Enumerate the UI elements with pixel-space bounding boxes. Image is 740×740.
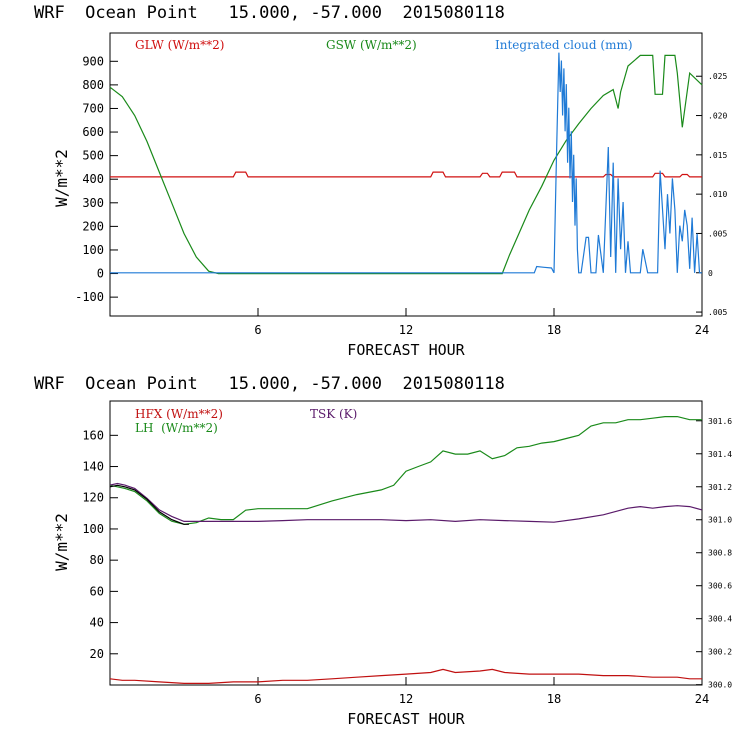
y-tick-label: 900 bbox=[82, 54, 104, 68]
bottom-x-axis-label: FORECAST HOUR bbox=[347, 710, 465, 728]
top-series-glw-w-m-2 bbox=[110, 171, 702, 178]
right-tick-label: 301.0 bbox=[708, 516, 732, 525]
y-tick-label: 400 bbox=[82, 172, 104, 186]
right-tick-label: 301.6 bbox=[708, 417, 732, 426]
right-tick-label: .010 bbox=[708, 190, 727, 199]
top-series-gsw-w-m-2 bbox=[109, 54, 703, 275]
top-legend-glw: GLW (W/m**2) bbox=[135, 38, 224, 52]
y-tick-label: 120 bbox=[82, 491, 104, 505]
bottom-plot-frame bbox=[109, 400, 703, 686]
y-tick-label: 200 bbox=[82, 219, 104, 233]
x-tick-label: 18 bbox=[547, 323, 561, 337]
bottom-series-hfx-w-m-2 bbox=[109, 668, 702, 685]
bottom-y-axis-label: W/m**2 bbox=[52, 513, 71, 571]
y-tick-label: 0 bbox=[97, 267, 104, 281]
y-tick-label: 100 bbox=[82, 243, 104, 257]
right-tick-label: 300.4 bbox=[708, 615, 732, 624]
bottom-series-group bbox=[109, 416, 703, 685]
y-tick-label: 800 bbox=[82, 78, 104, 92]
y-tick-label: 300 bbox=[82, 196, 104, 210]
x-tick-label: 18 bbox=[547, 692, 561, 706]
top-legend-gsw: GSW (W/m**2) bbox=[326, 38, 417, 52]
x-tick-label: 6 bbox=[254, 692, 261, 706]
y-tick-label: -100 bbox=[75, 290, 104, 304]
right-tick-label: 301.4 bbox=[708, 450, 732, 459]
right-tick-label: .025 bbox=[708, 72, 727, 81]
top-legend-cloud: Integrated cloud (mm) bbox=[495, 38, 633, 52]
x-tick-label: 6 bbox=[254, 323, 261, 337]
x-tick-label: 24 bbox=[695, 323, 709, 337]
y-tick-label: 600 bbox=[82, 125, 104, 139]
top-chart-title: WRF Ocean Point 15.000, -57.000 20150801… bbox=[34, 3, 505, 23]
top-x-axis-label: FORECAST HOUR bbox=[347, 341, 465, 359]
top-y-axis-label: W/m**2 bbox=[52, 149, 71, 207]
bottom-axes: 6 12 18 24 20 40 60 80 100 120 140 160 300.0 300.2 300… bbox=[82, 417, 732, 706]
y-tick-label: 20 bbox=[90, 647, 104, 661]
y-tick-label: 160 bbox=[82, 428, 104, 442]
top-series-group bbox=[109, 52, 703, 275]
x-tick-label: 24 bbox=[695, 692, 709, 706]
y-tick-label: 140 bbox=[82, 460, 104, 474]
y-tick-label: 40 bbox=[90, 616, 104, 630]
y-tick-label: 60 bbox=[90, 584, 104, 598]
right-tick-label: 300.8 bbox=[708, 549, 732, 558]
right-tick-label: 300.6 bbox=[708, 582, 732, 591]
x-tick-label: 12 bbox=[399, 692, 413, 706]
top-series-integrated-cloud-mm bbox=[110, 52, 702, 274]
bottom-series-tsk-black bbox=[109, 484, 189, 525]
right-tick-label: .020 bbox=[708, 112, 727, 121]
bottom-chart-title: WRF Ocean Point 15.000, -57.000 20150801… bbox=[34, 374, 505, 394]
y-tick-label: 80 bbox=[90, 553, 104, 567]
bottom-legend-tsk: TSK (K) bbox=[310, 407, 357, 421]
right-tick-label: 300.2 bbox=[708, 648, 732, 657]
right-tick-label: 0 bbox=[708, 269, 713, 278]
y-tick-label: 700 bbox=[82, 101, 104, 115]
y-tick-label: 100 bbox=[82, 522, 104, 536]
x-tick-label: 12 bbox=[399, 323, 413, 337]
right-tick-label: 300.0 bbox=[708, 681, 732, 690]
right-tick-label: .005 bbox=[708, 229, 727, 238]
right-tick-label: .005 bbox=[708, 308, 727, 317]
right-tick-label: .015 bbox=[708, 151, 727, 160]
bottom-series-tsk-k bbox=[109, 482, 703, 523]
bottom-legend-lh: LH (W/m**2) bbox=[135, 421, 218, 435]
top-axes: 6 12 18 24 -100 0 100 200 300 400 500 600 700 800 900.… bbox=[75, 54, 727, 337]
right-tick-label: 301.2 bbox=[708, 483, 732, 492]
bottom-legend-hfx: HFX (W/m**2) bbox=[135, 407, 223, 421]
y-tick-label: 500 bbox=[82, 149, 104, 163]
